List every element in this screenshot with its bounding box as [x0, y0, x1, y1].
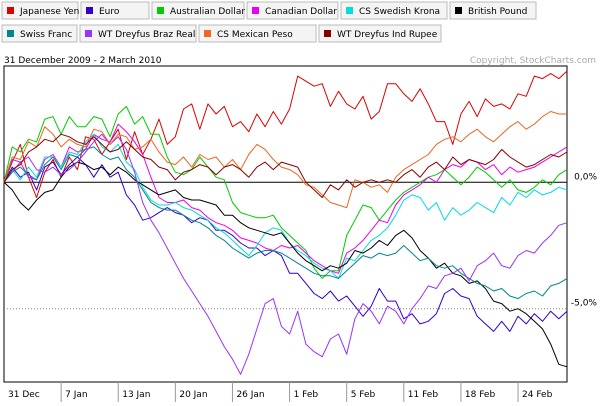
legend-swatch [204, 30, 211, 37]
legend-box [1, 24, 78, 43]
legend-swatch [86, 7, 93, 14]
legend-swatch [7, 30, 14, 37]
legend-box [318, 24, 442, 43]
legend-label: Canadian Dollar [265, 7, 337, 17]
x-label-18-feb: 18 Feb [465, 390, 496, 400]
legend: Japanese Yen Euro Australian Dollar Canadia… [1, 1, 537, 43]
legend-item-british-pound: British Pound [449, 1, 537, 20]
series-line-japanese-yen [3, 70, 568, 198]
legend-label: WT Dreyfus Braz Real [98, 30, 195, 40]
legend-box [246, 1, 339, 20]
series-line-wt-dreyfus-braz-real [3, 133, 568, 375]
y-label-0-0: 0,0% [574, 172, 597, 182]
legend-label: WT Dreyfus Ind Rupee [337, 30, 438, 40]
legend-item-cs-swedish-krona: CS Swedish Krona [340, 1, 448, 20]
series-line-australian-dollar [3, 105, 568, 279]
legend-box [1, 1, 79, 20]
y-label-5-0: -5,0% [571, 299, 598, 309]
legend-swatch [85, 30, 92, 37]
legend-swatch [252, 7, 259, 14]
legend-label: CS Swedish Krona [359, 7, 440, 17]
legend-swatch [324, 30, 331, 37]
legend-label: Australian Dollar [170, 7, 245, 17]
legend-box [80, 1, 150, 20]
legend-label: Euro [99, 7, 120, 17]
legend-swatch [346, 7, 353, 14]
legend-box [151, 1, 245, 20]
legend-item-wt-dreyfus-ind-rupee: WT Dreyfus Ind Rupee [318, 24, 442, 43]
legend-label: British Pound [468, 7, 527, 17]
legend-item-wt-dreyfus-braz-real: WT Dreyfus Braz Real [79, 24, 197, 43]
series-line-cs-mexican-peso [3, 111, 567, 209]
grid: 0,0% -5,0% [4, 172, 598, 310]
legend-item-swiss-franc: Swiss Franc [1, 24, 78, 43]
x-label-24-feb: 24 Feb [522, 390, 553, 400]
legend-item-cs-mexican-peso: CS Mexican Peso [198, 24, 317, 43]
legend-item-japanese-yen: Japanese Yen [1, 1, 79, 20]
date-range-label: 31 December 2009 - 2 March 2010 [4, 56, 162, 66]
x-label-13-jan: 13 Jan [122, 390, 150, 400]
legend-box [198, 24, 317, 43]
legend-box [340, 1, 448, 20]
x-label-26-jan: 26 Jan [236, 390, 264, 400]
x-label-5-feb: 5 Feb [351, 390, 376, 400]
plot-frame [3, 65, 568, 383]
legend-box [79, 24, 197, 43]
x-label-20-jan: 20 Jan [179, 390, 207, 400]
x-axis: 31 Dec 7 Jan 13 Jan 20 Jan 26 Jan 1 Feb 5 Feb 1… [8, 382, 553, 402]
legend-swatch [157, 7, 164, 14]
legend-item-euro: Euro [80, 1, 150, 20]
x-label-1-feb: 1 Feb [294, 390, 319, 400]
legend-swatch [7, 7, 14, 14]
legend-label: CS Mexican Peso [217, 30, 293, 40]
x-label-7-jan: 7 Jan [65, 390, 87, 400]
legend-box [449, 1, 537, 20]
x-label-31-dec: 31 Dec [8, 390, 40, 400]
legend-item-australian-dollar: Australian Dollar [151, 1, 245, 20]
legend-item-canadian-dollar: Canadian Dollar [246, 1, 339, 20]
series-line-swiss-franc [3, 146, 568, 300]
legend-swatch [455, 7, 462, 14]
legend-label: Swiss Franc [20, 30, 72, 40]
legend-label: Japanese Yen [19, 7, 79, 17]
x-label-11-feb: 11 Feb [408, 390, 439, 400]
series-line-british-pound [3, 161, 568, 368]
series-line-euro [3, 156, 568, 332]
copyright-label: Copyright, StockCharts.com [470, 56, 596, 66]
series-line-wt-dreyfus-ind-rupee [3, 133, 568, 198]
series-group [3, 70, 568, 375]
